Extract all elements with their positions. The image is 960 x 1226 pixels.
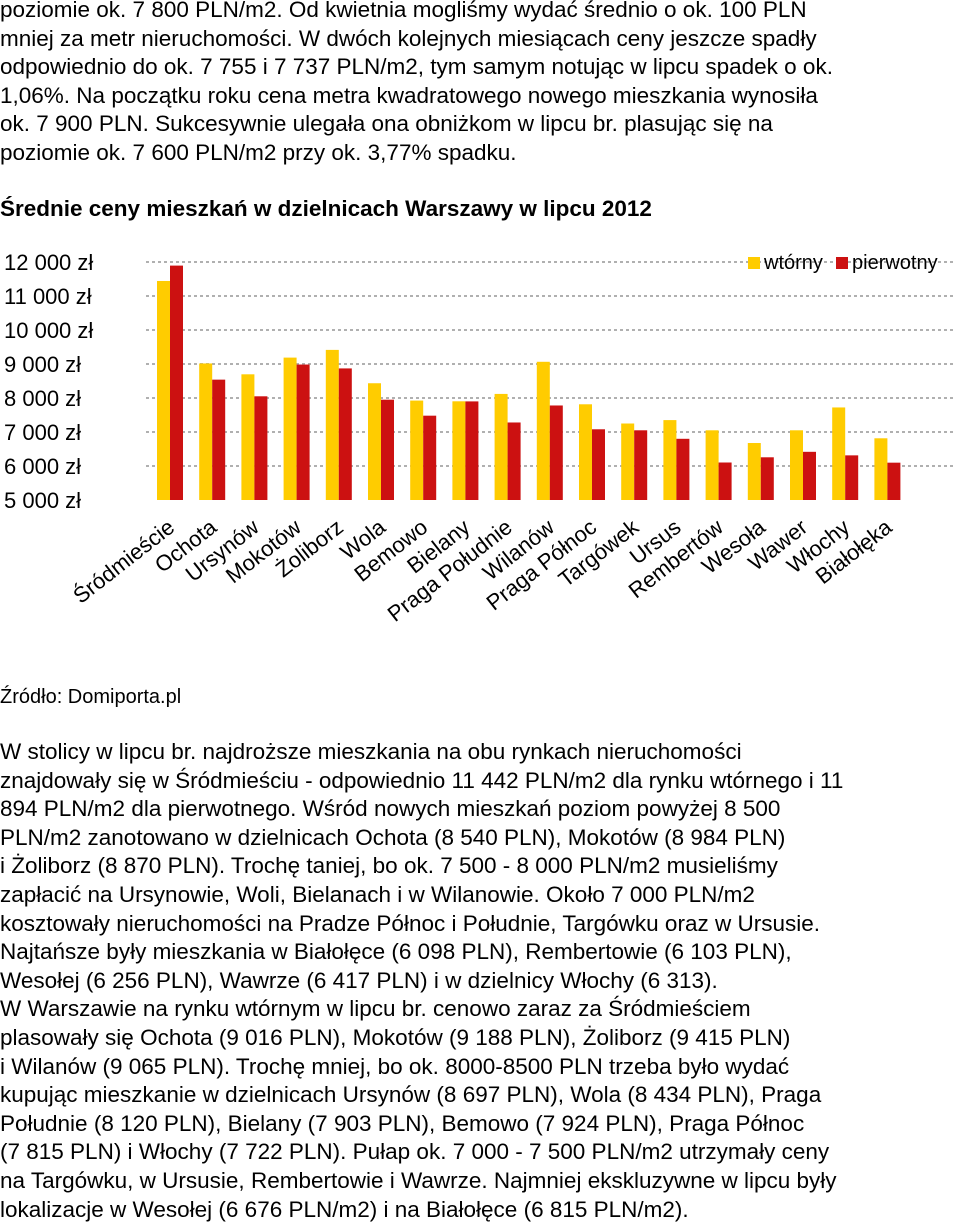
price-bar-chart: 5 000 zł 6 000 zł 7 000 zł 8 000 zł 9 000 zł…	[4, 250, 955, 627]
bar-wtorny	[579, 404, 592, 500]
bar-wtorny	[494, 393, 508, 500]
bar-wtorny	[452, 401, 466, 500]
text-line: poziomie ok. 7 800 PLN/m2. Od kwietnia m…	[0, 0, 807, 22]
text-line: W Warszawie na rynku wtórnym w lipcu br.…	[0, 996, 751, 1022]
text-line: mniej za metr nieruchomości. W dwóch kol…	[0, 25, 817, 51]
y-tick-label: 5 000 zł	[4, 488, 81, 513]
bar-pierwotny	[296, 364, 310, 500]
text-line: zapłacić na Ursynowie, Woli, Bielanach i…	[0, 881, 755, 907]
bar-pierwotny	[634, 430, 648, 500]
bar-wtorny	[747, 443, 761, 500]
bar-pierwotny	[887, 462, 901, 500]
text-line: Najtańsze były mieszkania w Białołęce (6…	[0, 939, 792, 965]
text-line: 1,06%. Na początku roku cena metra kwadr…	[0, 82, 818, 108]
bar-pierwotny	[338, 368, 352, 500]
bar-pierwotny	[676, 438, 690, 500]
bar-wtorny	[621, 423, 635, 500]
bar-wtorny	[832, 407, 846, 500]
bar-pierwotny	[170, 265, 183, 500]
bar-wtorny	[199, 363, 213, 500]
y-tick-label: 8 000 zł	[4, 386, 81, 411]
bar-pierwotny	[465, 401, 479, 500]
text-line: PLN/m2 zanotowano w dzielnicach Ochota (…	[0, 824, 786, 850]
body-paragraph: W stolicy w lipcu br. najdroższe mieszka…	[0, 738, 940, 1224]
text-line: na Targówku, w Ursusie, Rembertowie i Wa…	[0, 1167, 837, 1193]
text-line: i Żoliborz (8 870 PLN). Trochę taniej, b…	[0, 853, 778, 879]
bar-wtorny	[536, 361, 550, 500]
bar-pierwotny	[423, 415, 437, 500]
bar-pierwotny	[254, 396, 268, 500]
bar-pierwotny	[381, 399, 394, 500]
text-line: Południe (8 120 PLN), Bielany (7 903 PLN…	[0, 1110, 805, 1136]
bar-pierwotny	[549, 405, 563, 500]
text-line: poziomie ok. 7 600 PLN/m2 przy ok. 3,77%…	[0, 139, 517, 165]
y-tick-label: 7 000 zł	[4, 420, 81, 445]
chart-heading: Średnie ceny mieszkań w dzielnicach Wars…	[0, 196, 652, 221]
text-line: i Wilanów (9 065 PLN). Trochę mniej, bo …	[0, 1053, 790, 1079]
bar-pierwotny	[845, 455, 859, 500]
bar-wtorny	[368, 383, 381, 500]
text-line: W stolicy w lipcu br. najdroższe mieszka…	[0, 739, 742, 764]
bar-wtorny	[410, 400, 424, 500]
y-tick-label: 9 000 zł	[4, 352, 81, 377]
bar-wtorny	[790, 430, 803, 500]
text-line: 894 PLN/m2 dla pierwotnego. Wśród nowych…	[0, 796, 781, 822]
bar-wtorny	[663, 420, 677, 500]
bar-pierwotny	[760, 457, 774, 500]
y-tick-label: 12 000 zł	[4, 250, 93, 275]
bar-wtorny	[874, 438, 888, 500]
intro-paragraph: poziomie ok. 7 800 PLN/m2. Od kwietnia m…	[0, 0, 940, 168]
text-line: znajdowały się w Śródmieściu - odpowiedn…	[0, 767, 844, 793]
text-line: plasowały się Ochota (9 016 PLN), Mokotó…	[0, 1024, 791, 1050]
legend-swatch	[836, 257, 848, 269]
bar-pierwotny	[212, 379, 226, 500]
source-note: Źródło: Domiporta.pl	[0, 686, 182, 708]
bar-pierwotny	[718, 462, 732, 500]
bar-pierwotny	[507, 422, 521, 500]
y-tick-label: 11 000 zł	[4, 284, 92, 309]
bar-wtorny	[283, 357, 297, 500]
legend-swatch	[748, 257, 760, 269]
legend-label: pierwotny	[852, 252, 938, 274]
bar-wtorny	[241, 374, 255, 500]
text-line: ok. 7 900 PLN. Sukcesywnie ulegała ona o…	[0, 111, 773, 137]
bar-wtorny	[705, 430, 719, 500]
y-tick-label: 6 000 zł	[4, 454, 81, 479]
text-line: kupując mieszkanie w dzielnicach Ursynów…	[0, 1082, 822, 1108]
bar-pierwotny	[592, 429, 605, 500]
text-line: lokalizacje w Wesołej (6 676 PLN/m2) i n…	[0, 1196, 689, 1222]
legend-label: wtórny	[763, 252, 823, 274]
y-tick-label: 10 000 zł	[4, 318, 93, 343]
bar-wtorny	[325, 349, 339, 500]
text-line: odpowiednio do ok. 7 755 i 7 737 PLN/m2,…	[0, 54, 833, 80]
text-line: kosztowały nieruchomości na Pradze Półno…	[0, 910, 820, 936]
bar-wtorny	[157, 280, 170, 500]
bar-pierwotny	[803, 451, 816, 500]
text-line: Wesołej (6 256 PLN), Wawrze (6 417 PLN) …	[0, 967, 718, 993]
text-line: (7 815 PLN) i Włochy (7 722 PLN). Pułap …	[0, 1139, 830, 1165]
